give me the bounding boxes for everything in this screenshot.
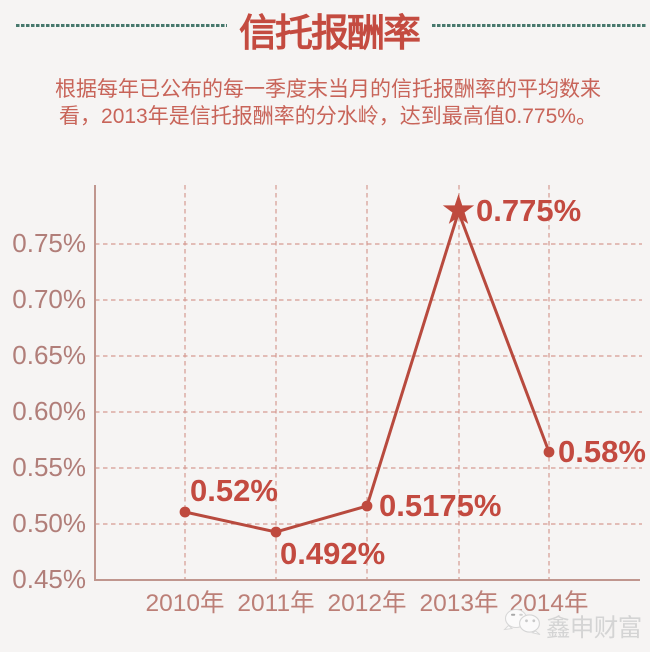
- svg-text:0.55%: 0.55%: [12, 452, 86, 482]
- svg-text:0.75%: 0.75%: [12, 228, 86, 258]
- svg-text:0.5175%: 0.5175%: [379, 488, 501, 523]
- svg-text:0.65%: 0.65%: [12, 340, 86, 370]
- svg-text:0.60%: 0.60%: [12, 396, 86, 426]
- svg-text:2011年: 2011年: [237, 589, 314, 617]
- svg-text:0.492%: 0.492%: [280, 536, 385, 571]
- svg-text:0.45%: 0.45%: [12, 564, 86, 594]
- svg-text:2013年: 2013年: [419, 589, 498, 617]
- svg-text:2012年: 2012年: [327, 589, 406, 617]
- svg-text:0.775%: 0.775%: [476, 193, 581, 228]
- svg-text:0.50%: 0.50%: [12, 508, 86, 538]
- svg-text:0.52%: 0.52%: [190, 473, 278, 508]
- svg-text:0.58%: 0.58%: [558, 434, 646, 469]
- svg-text:2010年: 2010年: [145, 589, 224, 617]
- svg-text:鑫申财富: 鑫申财富: [546, 614, 642, 642]
- svg-text:0.70%: 0.70%: [12, 284, 86, 314]
